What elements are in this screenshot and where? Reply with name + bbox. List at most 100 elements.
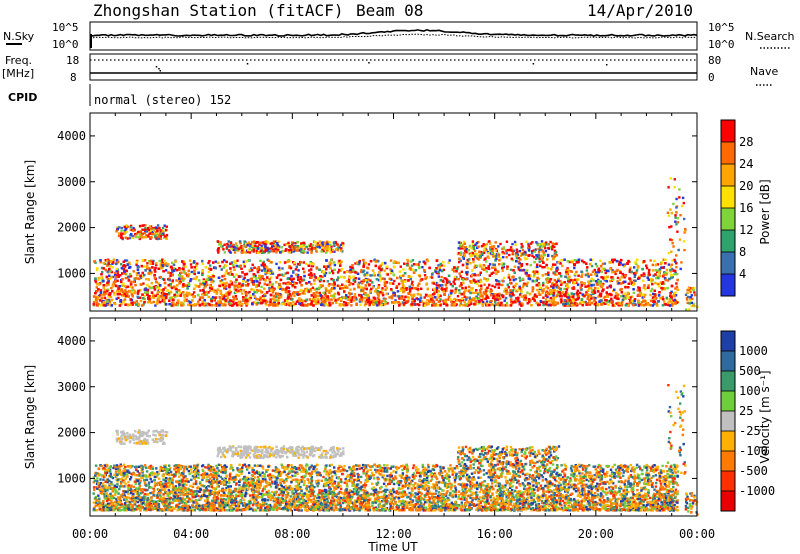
- echo-cell: [549, 278, 553, 281]
- echo-cell: [102, 279, 105, 283]
- echo-cell: [107, 280, 110, 283]
- echo-cell: [521, 269, 524, 272]
- sky-traces: [89, 28, 698, 48]
- echo-cell: [374, 264, 377, 268]
- echo-cell: [629, 279, 632, 283]
- echo-cell: [157, 282, 160, 285]
- echo-cell: [298, 293, 302, 296]
- echo-cell: [134, 283, 137, 287]
- echo-cell: [643, 260, 646, 263]
- echo-cell: [486, 296, 490, 299]
- echo-cell: [375, 278, 379, 281]
- echo-cell: [602, 288, 605, 291]
- echo-cell: [376, 291, 379, 294]
- nave-dip: [158, 68, 160, 70]
- echo-cell: [359, 303, 362, 306]
- echo-cell: [592, 300, 596, 303]
- echo-cell: [642, 295, 646, 299]
- echo-cell: [615, 291, 618, 295]
- echo-cell: [461, 263, 465, 267]
- echo-cell: [367, 267, 370, 270]
- echo-cell: [255, 303, 258, 306]
- echo-cell: [550, 292, 553, 296]
- echo-cell: [599, 284, 602, 287]
- echo-cell: [284, 303, 287, 307]
- echo-cell: [380, 300, 383, 303]
- echo-cell: [471, 287, 474, 290]
- echo-cell: [545, 300, 548, 304]
- echo-cell: [559, 262, 562, 265]
- echo-cell: [670, 304, 674, 307]
- echo-cell: [271, 282, 274, 286]
- echo-cell: [329, 267, 332, 270]
- echo-cell: [392, 261, 395, 265]
- echo-cell: [605, 293, 609, 296]
- echo-cell: [313, 288, 316, 291]
- echo-cell: [641, 279, 645, 282]
- echo-cell: [640, 274, 643, 277]
- echo-cell: [667, 301, 670, 305]
- echo-cell: [260, 269, 264, 272]
- echo-cell: [325, 299, 328, 302]
- echo-cell: [592, 279, 595, 282]
- echo-cell: [116, 285, 120, 288]
- echo-cell: [524, 296, 528, 300]
- echo-cell: [236, 286, 240, 289]
- echo-cell: [400, 274, 403, 278]
- echo-cell: [212, 297, 216, 301]
- echo-cell: [621, 263, 624, 267]
- echo-cell: [600, 285, 603, 289]
- echo-cell: [139, 283, 142, 286]
- echo-cell: [108, 274, 111, 277]
- echo-cell: [626, 262, 629, 265]
- echo-cell: [331, 283, 334, 286]
- echo-cell: [651, 304, 654, 307]
- echo-cell: [658, 274, 662, 278]
- echo-cell: [661, 295, 664, 299]
- echo-cell: [358, 263, 361, 266]
- echo-cell: [645, 267, 649, 270]
- echo-cell: [538, 260, 541, 263]
- echo-cell: [484, 302, 487, 305]
- echo-cell: [348, 283, 351, 287]
- echo-cell: [360, 296, 363, 299]
- echo-cell: [234, 280, 238, 283]
- echo-cell: [300, 301, 304, 305]
- echo-cell: [106, 270, 109, 273]
- echo-cell: [507, 276, 510, 279]
- echo-cell: [302, 290, 305, 293]
- echo-cell: [364, 273, 367, 276]
- echo-cell: [601, 262, 605, 265]
- echo-cell: [437, 286, 440, 289]
- echo-cell: [152, 296, 155, 299]
- echo-cell: [451, 268, 454, 271]
- echo-cell: [575, 291, 579, 295]
- echo-cell: [344, 286, 347, 289]
- echo-cell: [575, 270, 578, 274]
- echo-cell: [400, 301, 403, 304]
- echo-cell: [242, 260, 245, 263]
- nave-dip: [532, 63, 535, 65]
- echo-cell: [413, 298, 416, 301]
- echo-cell: [318, 302, 321, 305]
- echo-cell: [298, 278, 302, 282]
- echo-cell: [265, 303, 268, 306]
- echo-cell: [220, 303, 224, 307]
- echo-cell: [142, 282, 145, 285]
- echo-cell: [441, 269, 444, 273]
- echo-cell: [150, 291, 154, 294]
- echo-cell: [164, 286, 167, 289]
- echo-cell: [108, 301, 111, 304]
- echo-cell: [647, 284, 650, 287]
- echo-cell: [438, 268, 442, 272]
- echo-cell: [494, 268, 497, 271]
- echo-cell: [644, 288, 647, 291]
- echo-cell: [223, 277, 227, 281]
- echo-cell: [347, 278, 351, 281]
- echo-cell: [221, 260, 224, 264]
- echo-cell: [286, 293, 290, 296]
- echo-cell: [333, 281, 336, 284]
- echo-cell: [188, 259, 192, 262]
- echo-cell: [409, 277, 412, 281]
- echo-cell: [616, 282, 620, 285]
